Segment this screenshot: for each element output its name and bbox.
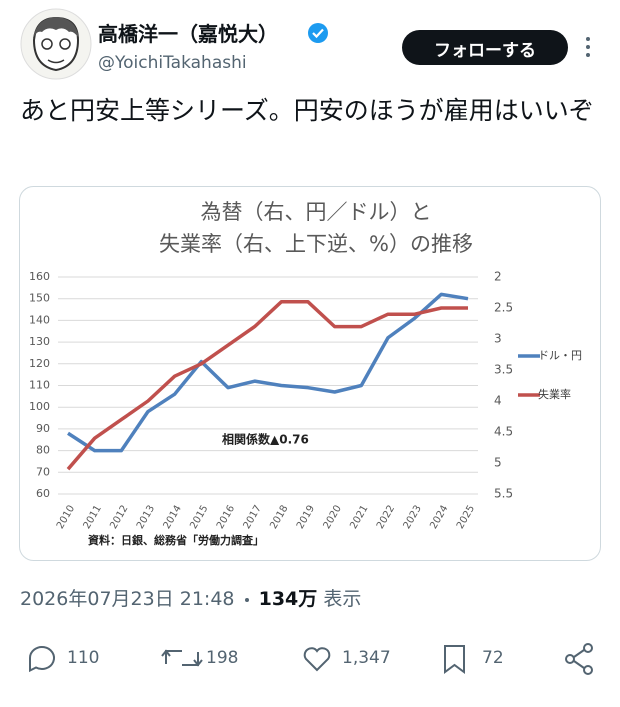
meta: 2026年07月23日 21:48 134万 表示 <box>20 584 361 611</box>
repost-icon[interactable] <box>161 649 203 667</box>
follow-button[interactable] <box>402 30 568 65</box>
y-tick-label: 150 <box>29 292 50 305</box>
media-card[interactable] <box>19 186 601 561</box>
follow-label[interactable]: フォローする <box>434 41 536 61</box>
series-line <box>67 292 469 453</box>
view-count: 134万 <box>258 588 318 610</box>
repost-count: 198 <box>206 648 239 668</box>
y-tick-label: 110 <box>29 379 50 392</box>
tweet-text: あと円安上等シリーズ。円安のほうが雇用はいいぞ <box>20 96 594 125</box>
y-tick-label: 90 <box>36 422 50 435</box>
view-label: 表示 <box>323 588 362 610</box>
reply-icon[interactable] <box>29 646 55 673</box>
y2-tick-label: 5.5 <box>494 487 513 501</box>
y-tick-label: 70 <box>36 465 50 478</box>
y-tick-label: 80 <box>36 444 50 457</box>
legend-label: ドル・円 <box>538 349 582 362</box>
share-icon[interactable] <box>565 643 593 675</box>
y2-tick-label: 4 <box>494 394 502 408</box>
series-line <box>66 300 468 471</box>
annotation: 相関係数▲0.76 <box>222 432 309 447</box>
separator <box>244 597 249 602</box>
verified-badge <box>308 23 328 43</box>
display-name[interactable]: 高橋洋一（嘉悦大） <box>98 22 278 46</box>
y-tick-label: 130 <box>29 335 50 348</box>
y2-tick-label: 3.5 <box>494 363 513 377</box>
y2-tick-label: 2.5 <box>494 301 513 315</box>
avatar[interactable] <box>20 8 92 80</box>
y-tick-label: 140 <box>29 313 50 326</box>
bookmark-count: 72 <box>482 648 504 668</box>
y2-tick-label: 5 <box>494 456 502 470</box>
source: 資料：日銀、総務省「労働力調査」 <box>88 533 264 547</box>
bookmark-icon[interactable] <box>444 645 465 674</box>
y2-tick-label: 4.5 <box>494 425 513 439</box>
reply-count: 110 <box>67 648 100 668</box>
y-tick-label: 160 <box>29 270 50 283</box>
y-tick-label: 60 <box>36 487 50 500</box>
more-menu[interactable] <box>586 37 590 57</box>
timestamp[interactable]: 2026年07月23日 21:48 <box>20 588 235 610</box>
like-icon[interactable] <box>303 647 331 672</box>
y-tick-label: 120 <box>29 357 50 370</box>
like-count: 1,347 <box>342 648 391 668</box>
y-tick-label: 100 <box>29 400 50 413</box>
handle[interactable]: @YoichiTakahashi <box>98 53 247 73</box>
action-icons <box>29 643 593 675</box>
legend-label: 失業率 <box>538 387 571 401</box>
y2-tick-label: 2 <box>494 270 502 284</box>
y2-tick-label: 3 <box>494 332 502 346</box>
chart-title: 為替（右、円／ドル）と <box>201 200 432 224</box>
chart-subtitle: 失業率（右、上下逆、%）の推移 <box>159 232 473 256</box>
